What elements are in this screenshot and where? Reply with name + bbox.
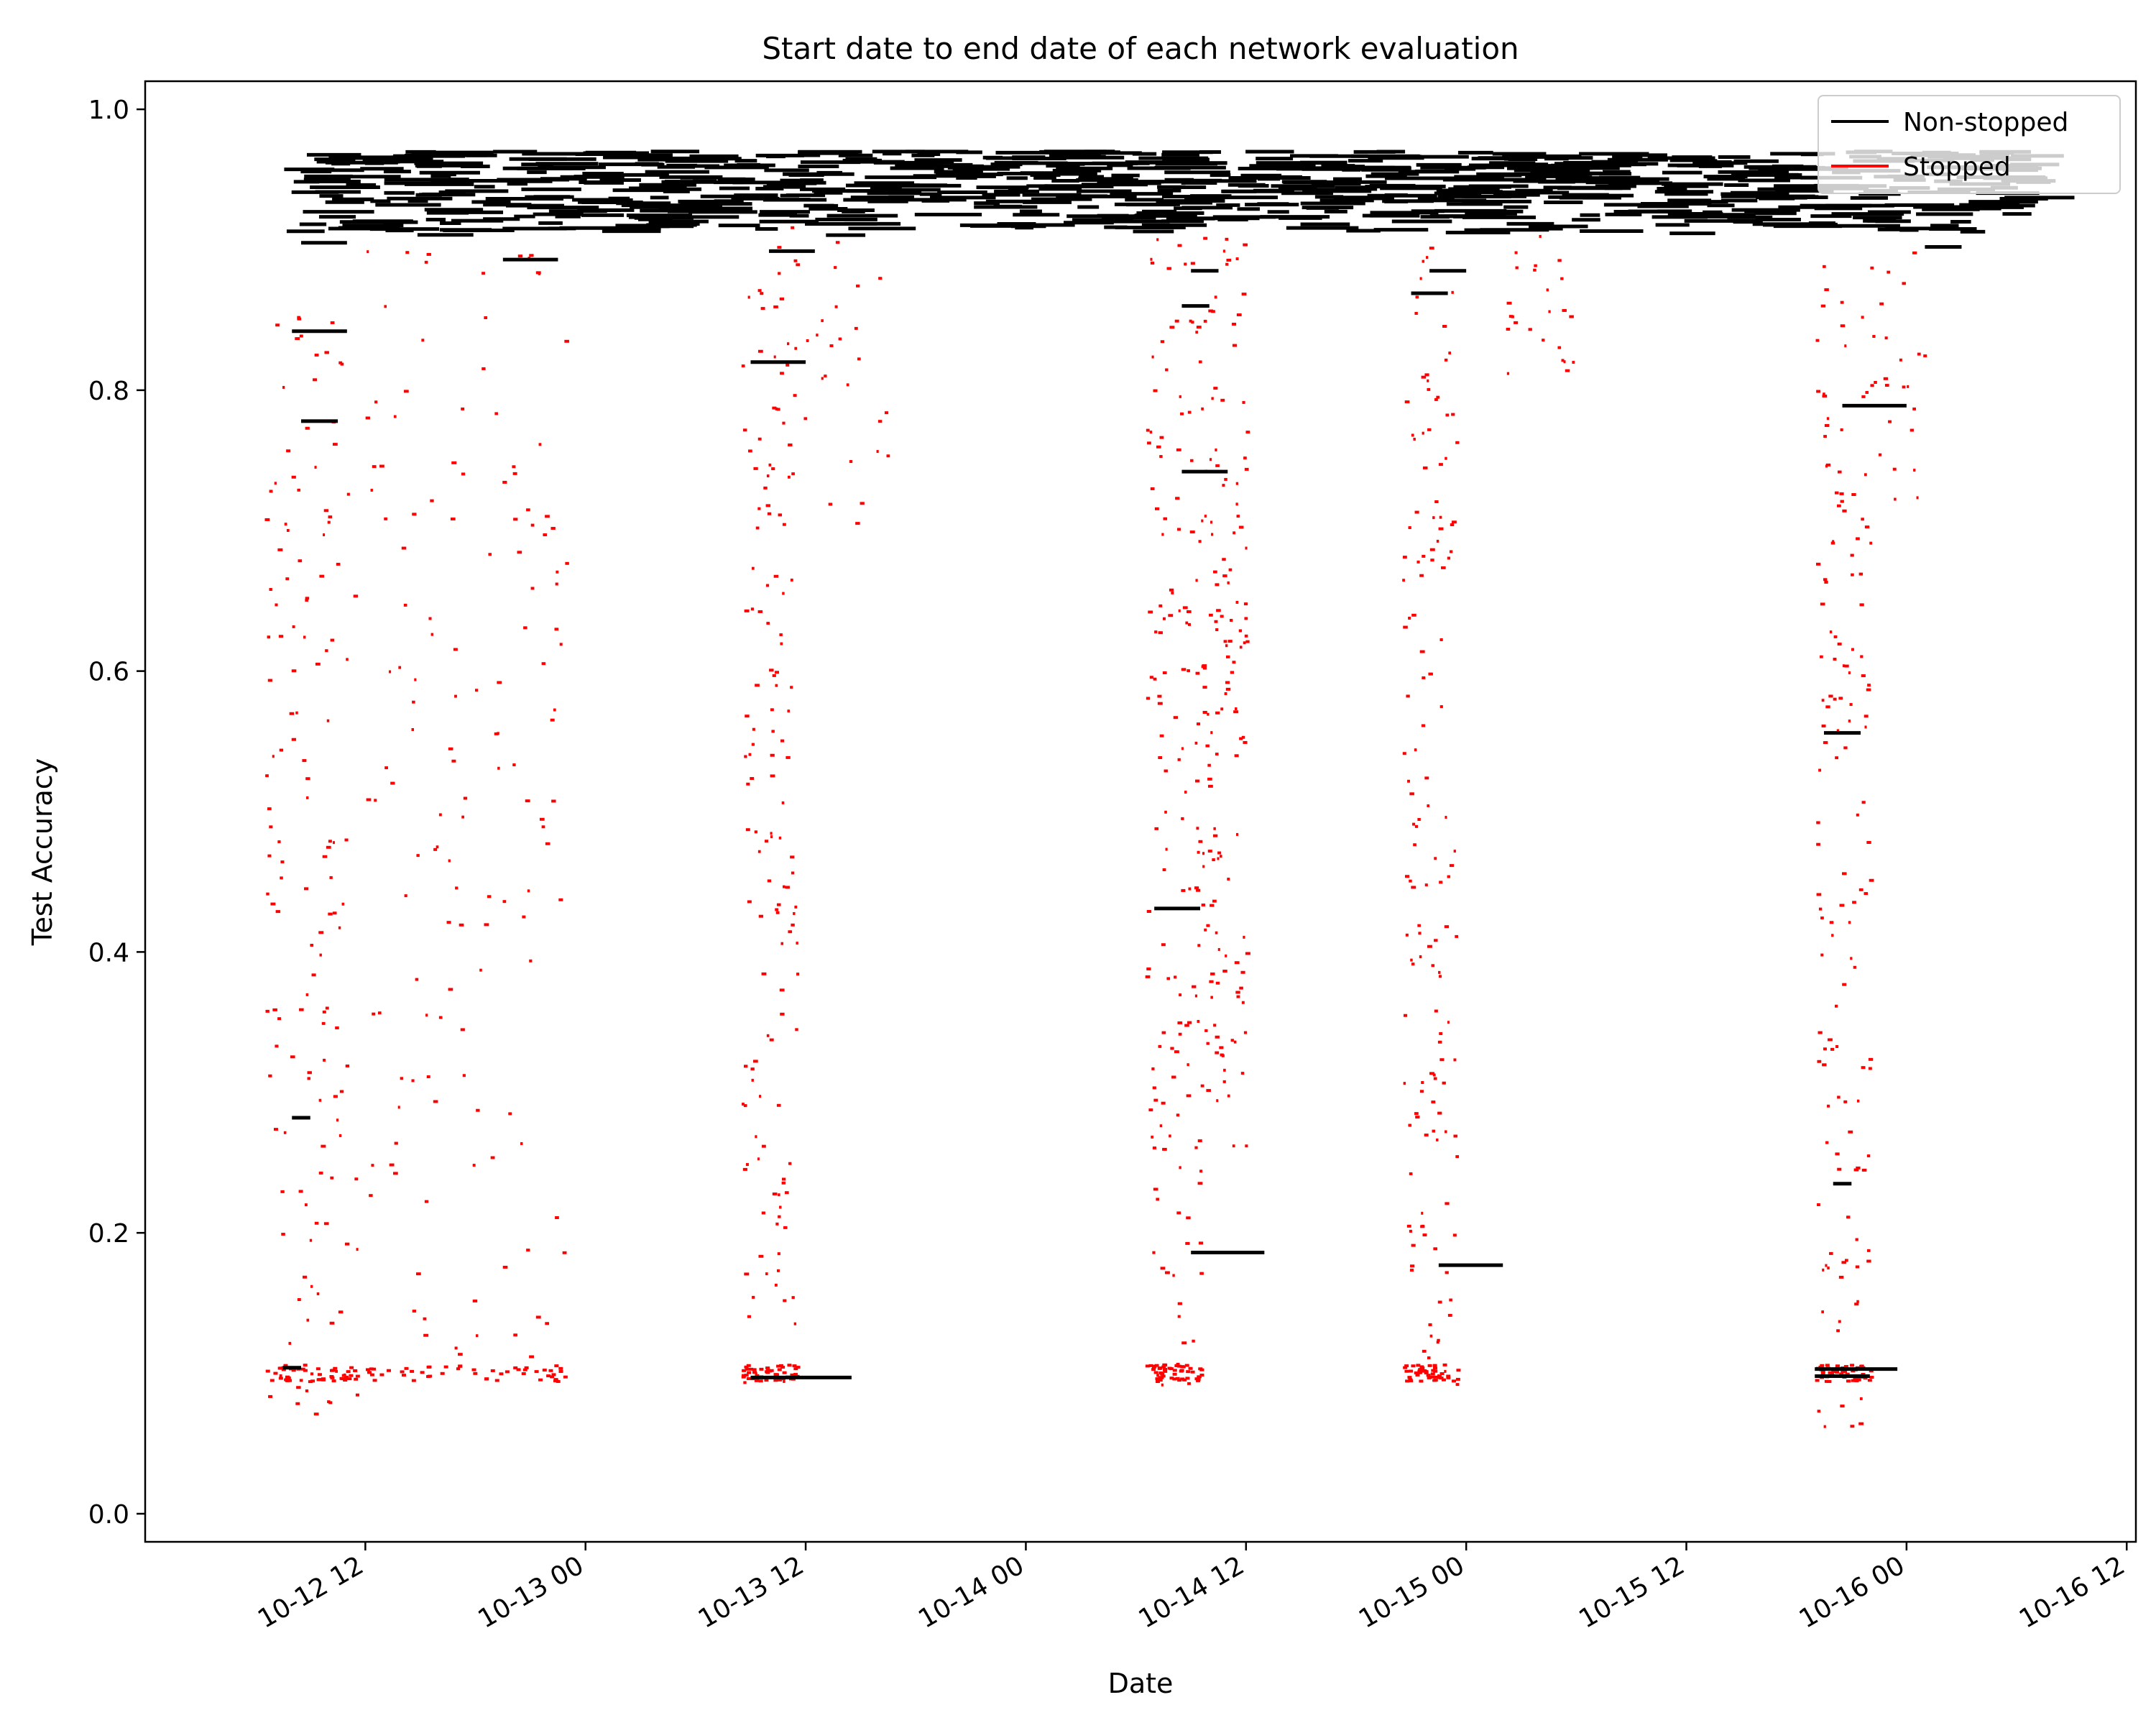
plot-frame (144, 80, 2137, 1543)
x-tick-label: 10-16 12 (2014, 1550, 2130, 1634)
y-tick-label: 0.8 (88, 377, 129, 406)
x-tick-label: 10-14 00 (913, 1550, 1029, 1634)
x-tick-label: 10-12 12 (253, 1550, 369, 1634)
legend-box (1818, 95, 2121, 194)
y-tick-label: 1.0 (88, 96, 129, 125)
y-axis-label: Test Accuracy (27, 758, 58, 946)
y-tick-label: 0.2 (88, 1219, 129, 1249)
x-axis-label: Date (1108, 1668, 1174, 1699)
x-tick-label: 10-13 00 (474, 1550, 589, 1634)
plot-axes: 0.0 0.2 0.4 0.6 0.8 1.0 10-12 12 10-13 00 10-13 … (88, 80, 2137, 1635)
legend-label: Stopped (1903, 152, 2011, 182)
x-tick-label: 10-15 00 (1354, 1550, 1470, 1634)
plot-marks (264, 150, 2075, 1428)
x-tick-label: 10-15 12 (1574, 1550, 1690, 1634)
chart-title: Start date to end date of each network e… (762, 31, 1519, 66)
x-tick-label: 10-16 00 (1795, 1550, 1910, 1634)
y-tick-label: 0.0 (88, 1500, 129, 1530)
x-tick-label: 10-14 12 (1134, 1550, 1250, 1634)
x-tick-label: 10-13 12 (694, 1550, 809, 1634)
legend-label: Non-stopped (1903, 108, 2068, 137)
legend: Non-stopped Stopped (1818, 95, 2121, 194)
y-tick-label: 0.4 (88, 938, 129, 968)
y-tick-label: 0.6 (88, 658, 129, 687)
